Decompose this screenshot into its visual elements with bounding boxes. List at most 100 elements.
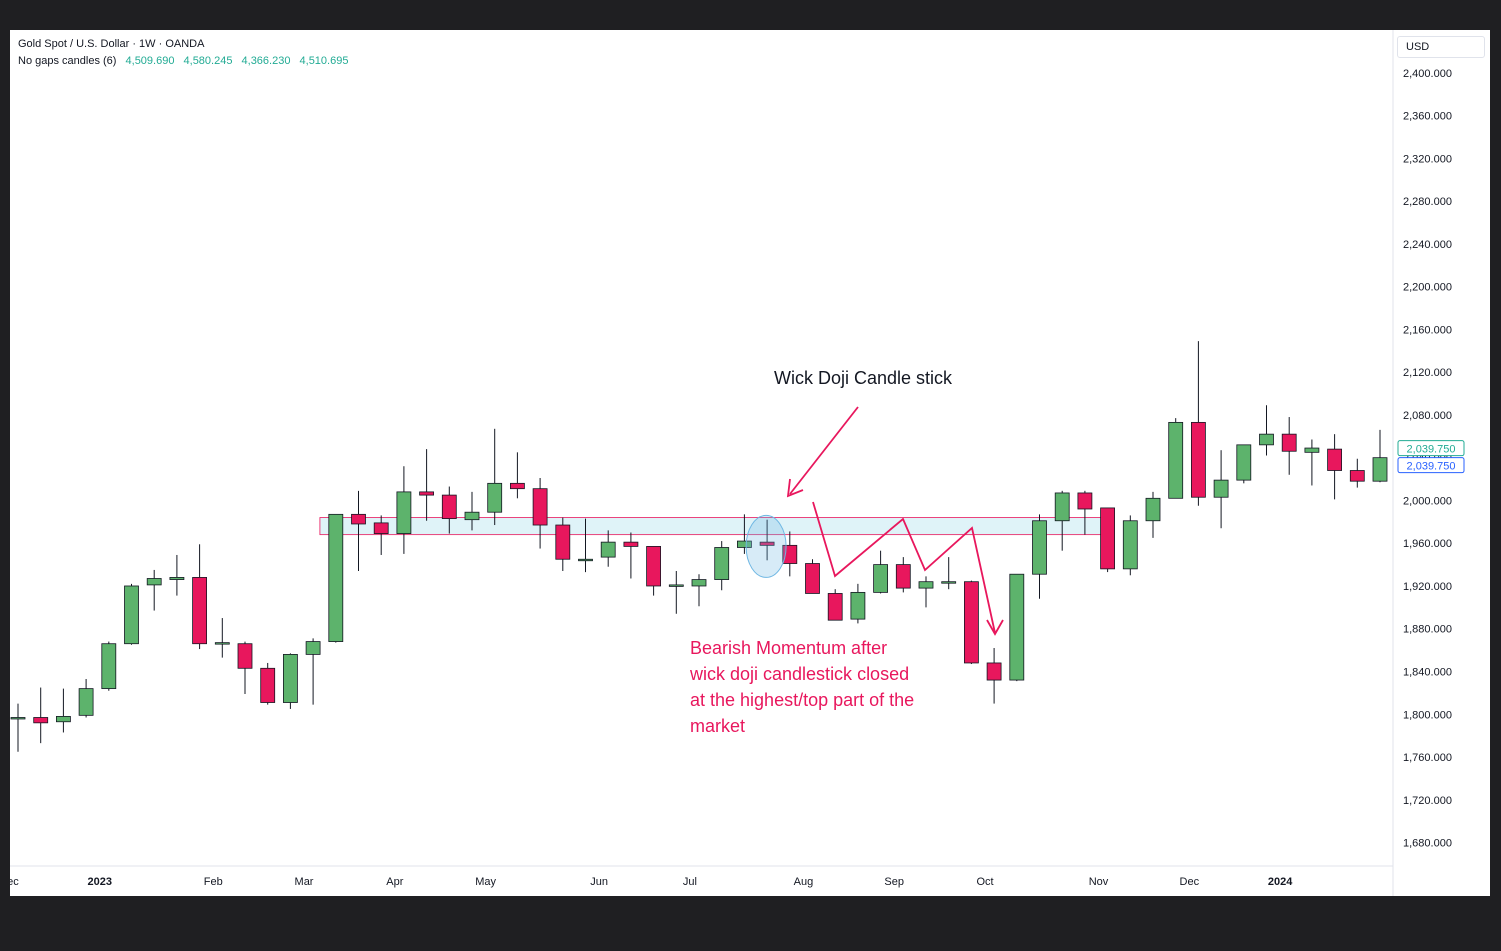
- symbol-title: Gold Spot / U.S. Dollar · 1W · OANDA: [18, 38, 204, 50]
- candle-body: [600, 541, 616, 558]
- candle-body: [146, 578, 162, 586]
- doji-highlight-circle: [745, 514, 787, 578]
- candle[interactable]: [78, 678, 94, 718]
- candle[interactable]: [373, 515, 389, 555]
- candle[interactable]: [1213, 450, 1229, 529]
- candle[interactable]: [986, 647, 1002, 704]
- candle[interactable]: [578, 518, 593, 573]
- candle[interactable]: [1077, 490, 1093, 535]
- candle[interactable]: [396, 466, 412, 554]
- candle[interactable]: [1032, 514, 1047, 599]
- currency-selector[interactable]: USD: [1397, 36, 1485, 58]
- candle[interactable]: [646, 546, 661, 596]
- x-tick-label: Jun: [590, 876, 608, 888]
- candle[interactable]: [509, 452, 525, 499]
- candle[interactable]: [532, 477, 548, 549]
- candle[interactable]: [1145, 491, 1161, 538]
- candle[interactable]: [1236, 444, 1252, 484]
- candle[interactable]: [441, 486, 457, 534]
- candle[interactable]: [714, 541, 730, 591]
- candle[interactable]: [305, 638, 321, 705]
- candle[interactable]: [737, 514, 752, 554]
- candle-body: [464, 511, 480, 521]
- candle-body: [78, 688, 94, 716]
- indicator-high: 4,580.245: [183, 55, 233, 67]
- candle[interactable]: [192, 544, 208, 650]
- candle[interactable]: [237, 641, 253, 694]
- svg-text:2,039.750: 2,039.750: [1407, 461, 1456, 473]
- candle-body: [282, 654, 298, 703]
- x-tick-label: Mar: [295, 876, 314, 888]
- candle-body: [623, 541, 639, 547]
- candle[interactable]: [101, 641, 117, 691]
- candle[interactable]: [282, 653, 298, 709]
- candle[interactable]: [623, 532, 639, 579]
- candle-body: [1213, 479, 1229, 498]
- resistance-zone[interactable]: [319, 517, 1115, 536]
- candle[interactable]: [827, 589, 843, 621]
- candle[interactable]: [464, 491, 480, 531]
- chart-canvas[interactable]: Wick Doji Candle stick Bearish Momentum a…: [10, 30, 1490, 896]
- candle[interactable]: [918, 576, 934, 608]
- y-tick-label: 1,680.000: [1403, 838, 1452, 850]
- indicator-name: No gaps candles (6): [18, 55, 117, 67]
- candle[interactable]: [10, 703, 26, 752]
- candle[interactable]: [873, 550, 888, 594]
- candle[interactable]: [805, 559, 820, 594]
- candle[interactable]: [1304, 439, 1320, 486]
- y-tick-label: 2,080.000: [1403, 410, 1452, 422]
- candle[interactable]: [146, 569, 162, 611]
- bottom-panel: [0, 896, 1501, 951]
- candle[interactable]: [260, 662, 276, 705]
- candle[interactable]: [351, 490, 366, 572]
- candle-body: [124, 585, 139, 645]
- candle[interactable]: [419, 449, 435, 521]
- candle[interactable]: [56, 688, 71, 733]
- doji-annotation-label: Wick Doji Candle stick: [774, 368, 953, 388]
- bearish-annotation-line: at the highest/top part of the: [690, 690, 914, 710]
- candle-body: [101, 643, 117, 690]
- candle-body: [1054, 492, 1070, 522]
- candle[interactable]: [1259, 405, 1274, 456]
- candle[interactable]: [1281, 417, 1297, 475]
- candle-body: [873, 564, 888, 593]
- candle[interactable]: [1009, 573, 1025, 682]
- candle[interactable]: [169, 554, 185, 596]
- candle[interactable]: [214, 618, 230, 658]
- candle[interactable]: [33, 687, 49, 744]
- candle-body: [192, 577, 208, 645]
- candle[interactable]: [895, 557, 911, 593]
- candle[interactable]: [691, 574, 707, 607]
- candle[interactable]: [1372, 429, 1388, 483]
- candle[interactable]: [850, 583, 866, 624]
- candle[interactable]: [1327, 434, 1342, 500]
- candle[interactable]: [1168, 418, 1184, 499]
- y-tick-label: 2,240.000: [1403, 239, 1452, 251]
- doji-arrow: [789, 406, 859, 495]
- candle[interactable]: [1122, 515, 1138, 576]
- x-tick-label: Dec: [10, 876, 19, 888]
- indicator-legend[interactable]: No gaps candles (6) 4,509.690 4,580.245 …: [18, 55, 348, 67]
- y-tick-label: 1,800.000: [1403, 709, 1452, 721]
- y-tick-label: 1,720.000: [1403, 795, 1452, 807]
- candle[interactable]: [964, 580, 979, 665]
- last-price-label: 2,039.750: [1397, 457, 1465, 474]
- candle[interactable]: [1349, 458, 1365, 488]
- candle[interactable]: [1054, 490, 1070, 551]
- candle-body: [1349, 470, 1365, 482]
- y-tick-label: 1,920.000: [1403, 581, 1452, 593]
- candle[interactable]: [1191, 341, 1206, 506]
- candle[interactable]: [600, 530, 616, 567]
- candle[interactable]: [487, 428, 503, 526]
- candle[interactable]: [1100, 507, 1115, 573]
- chart-frame[interactable]: Wick Doji Candle stick Bearish Momentum a…: [10, 30, 1490, 896]
- candle[interactable]: [328, 513, 344, 643]
- candle[interactable]: [124, 583, 139, 645]
- candle[interactable]: [759, 519, 775, 561]
- candle-body: [895, 564, 911, 589]
- candle[interactable]: [668, 571, 684, 614]
- candle[interactable]: [555, 517, 571, 572]
- currency-label: USD: [1406, 41, 1430, 53]
- candle-body: [1191, 421, 1206, 498]
- candle[interactable]: [941, 557, 957, 590]
